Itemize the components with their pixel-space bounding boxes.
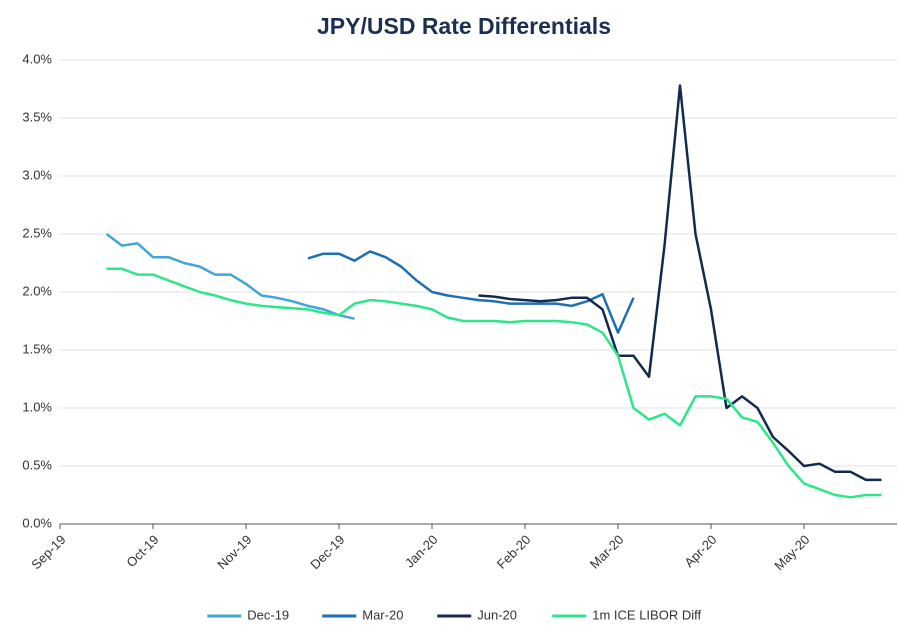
series-line — [307, 250, 635, 334]
series-line — [106, 267, 882, 499]
x-tick-label: Oct-19 — [123, 532, 161, 570]
series-line — [478, 84, 882, 482]
y-tick-label: 0.0% — [22, 515, 52, 530]
legend-label: Dec-19 — [247, 607, 289, 622]
x-tick-label: Nov-19 — [214, 532, 254, 572]
series-line — [105, 232, 355, 320]
x-tick-label: Jan-20 — [402, 532, 441, 571]
chart-title: JPY/USD Rate Differentials — [317, 13, 611, 39]
x-tick-label: Mar-20 — [587, 532, 627, 572]
x-tick-label: May-20 — [771, 532, 812, 573]
legend-label: Jun-20 — [477, 607, 517, 622]
y-tick-label: 2.5% — [22, 225, 52, 240]
x-tick-label: Apr-20 — [681, 532, 719, 570]
legend-label: 1m ICE LIBOR Diff — [592, 607, 701, 622]
y-tick-label: 4.0% — [22, 51, 52, 66]
legend-label: Mar-20 — [362, 607, 403, 622]
y-tick-label: 2.0% — [22, 283, 52, 298]
x-tick-label: Sep-19 — [28, 532, 68, 572]
y-tick-label: 3.5% — [22, 109, 52, 124]
y-tick-label: 3.0% — [22, 167, 52, 182]
x-tick-label: Feb-20 — [494, 532, 534, 572]
y-tick-label: 0.5% — [22, 457, 52, 472]
y-tick-label: 1.5% — [22, 341, 52, 356]
x-tick-label: Dec-19 — [307, 532, 347, 572]
y-tick-label: 1.0% — [22, 399, 52, 414]
